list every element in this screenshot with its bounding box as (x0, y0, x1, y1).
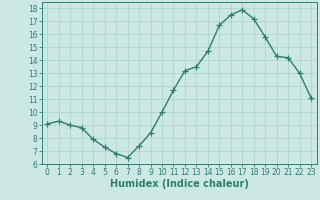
X-axis label: Humidex (Indice chaleur): Humidex (Indice chaleur) (110, 179, 249, 189)
